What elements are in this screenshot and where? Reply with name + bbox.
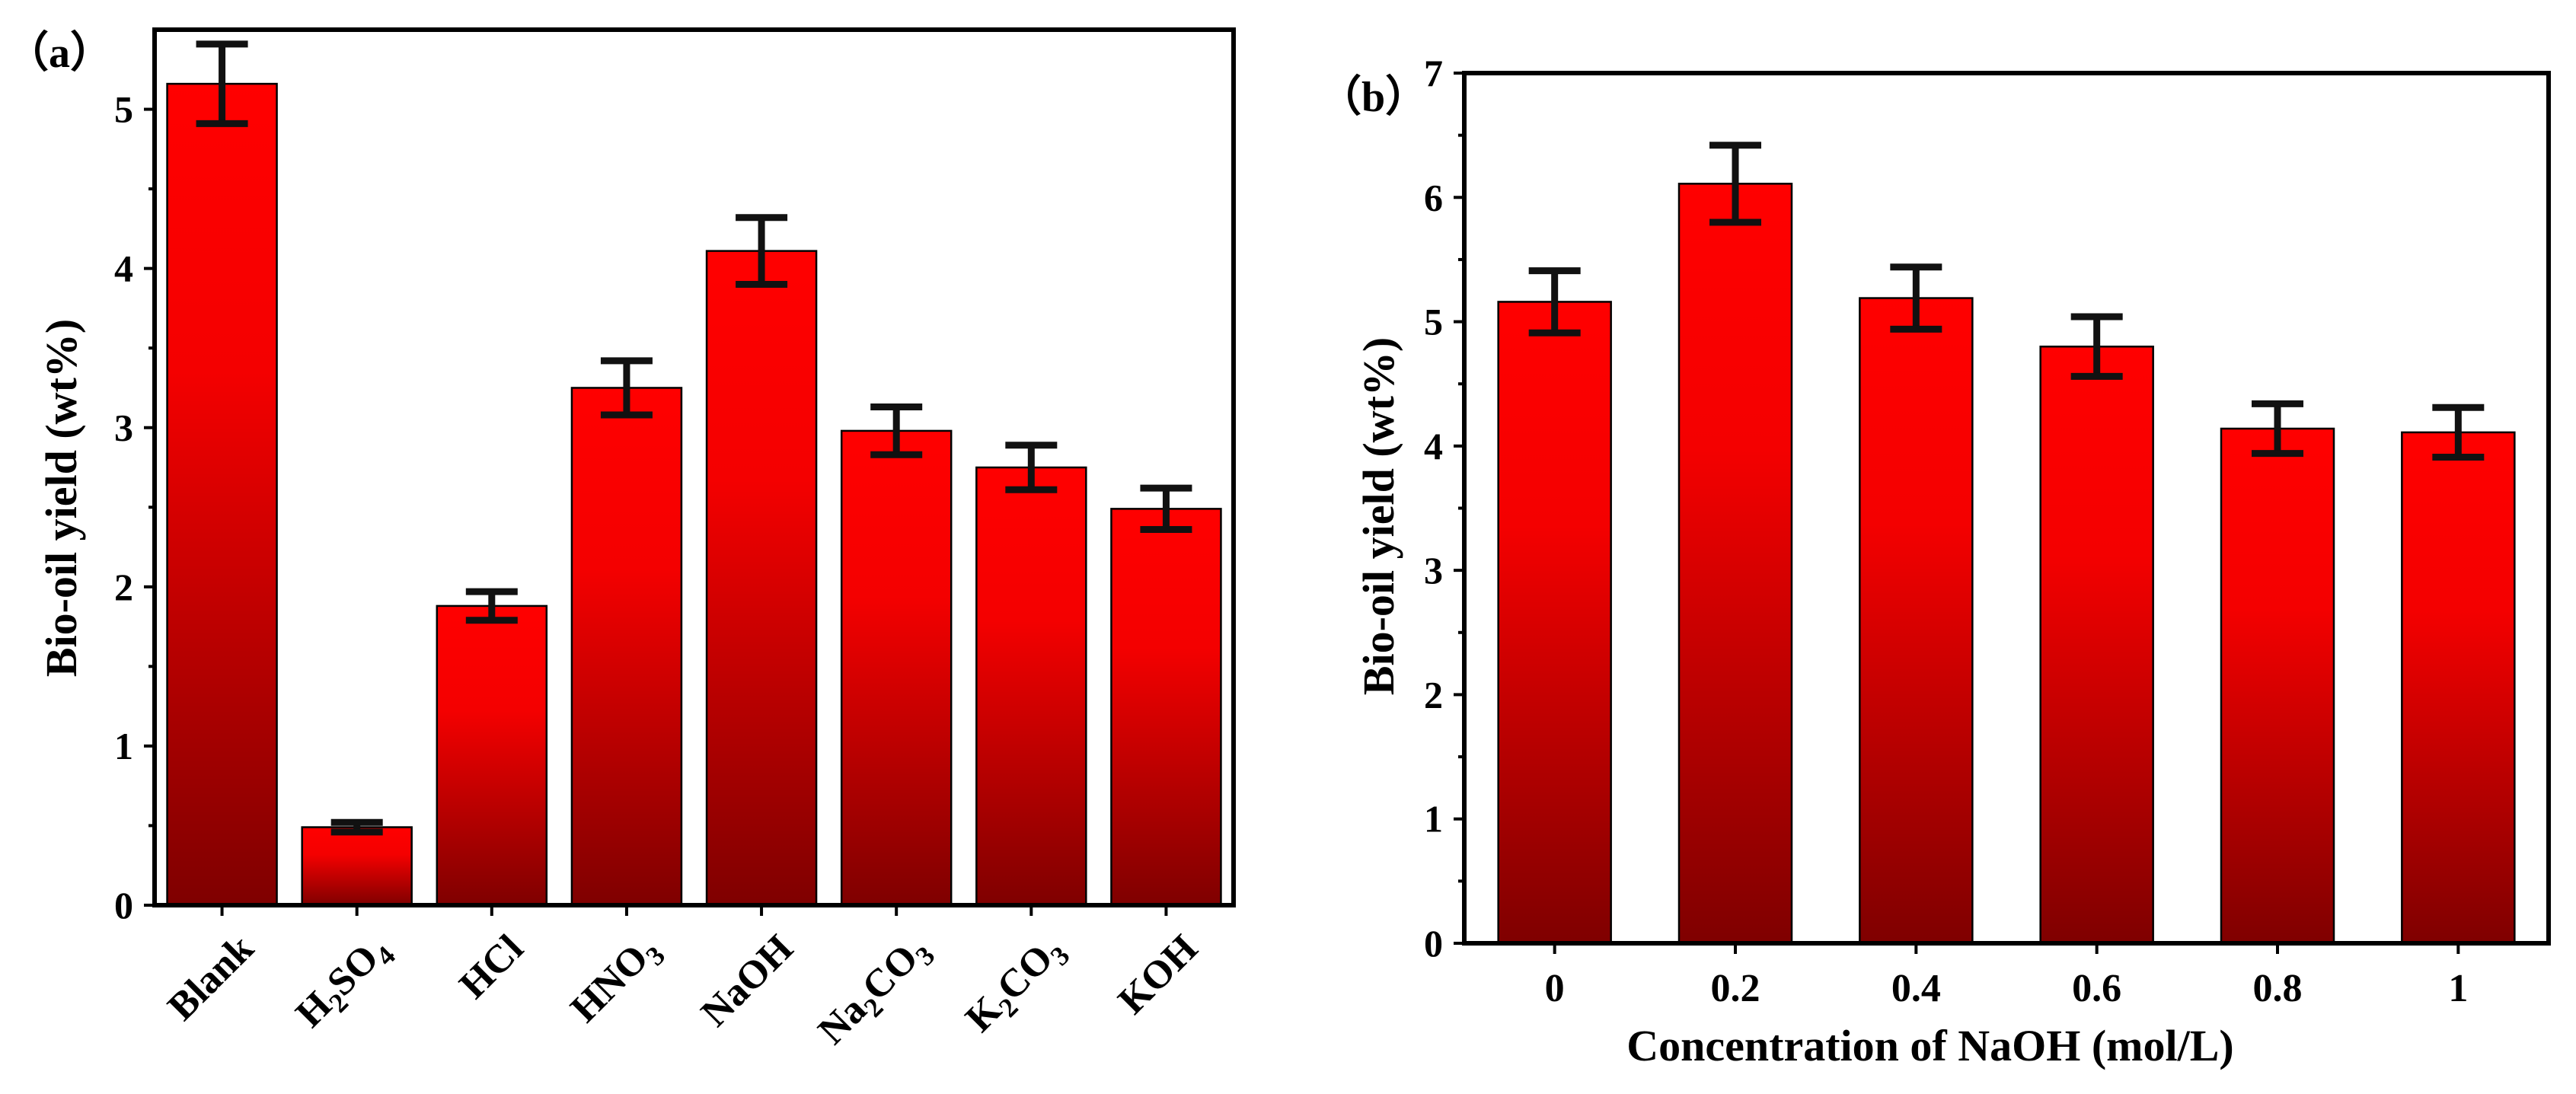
- error-bar-a-h2so4: [330, 818, 383, 836]
- y-axis-a: 0 1 2 3 4 5: [114, 88, 155, 927]
- x-tick-label-a-na2co3: Na2CO3: [810, 927, 941, 1057]
- bar-a-blank: [166, 82, 278, 907]
- y-tick-label-b-5: 5: [1424, 301, 1443, 343]
- bar-series-b: [1497, 142, 2516, 945]
- bar-b-0-4: [1859, 297, 1974, 945]
- bar-b-0-6: [2039, 345, 2154, 945]
- x-tick-label-b-0-8: 0.8: [2253, 967, 2303, 1010]
- y-tick-label-b-4: 4: [1424, 425, 1443, 467]
- error-bar-b-0-4: [1890, 263, 1942, 333]
- y-tick-label-b-7: 7: [1424, 52, 1443, 94]
- x-tick-label-a-hno3: HNO3: [563, 927, 671, 1035]
- y-tick-label-a-4: 4: [114, 247, 133, 290]
- y-tick-label-a-1: 1: [114, 725, 133, 767]
- chart-panel-a: （a） Bio-oil yield (wt%) 0 1 2 3 4 5 Blank H2SO…: [6, 27, 1236, 1057]
- error-bar-b-0-2: [1709, 142, 1761, 226]
- chart-panel-b: （b） Bio-oil yield (wt%) Concentration of…: [1319, 52, 2551, 1070]
- y-tick-label-b-6: 6: [1424, 176, 1443, 218]
- plot-frame-a: [152, 27, 1236, 907]
- bar-b-0: [1497, 301, 1612, 945]
- y-tick-label-a-0: 0: [114, 884, 133, 927]
- error-bar-b-0: [1528, 267, 1581, 336]
- x-tick-label-a-blank: Blank: [160, 927, 262, 1029]
- error-bar-b-0-8: [2252, 400, 2303, 458]
- error-bar-b-0-6: [2070, 313, 2123, 380]
- bar-series-a: [166, 40, 1222, 907]
- error-bar-b-1: [2432, 403, 2485, 461]
- bar-a-hcl: [436, 604, 548, 907]
- y-tick-label-a-5: 5: [114, 88, 133, 131]
- panel-label-a: （a）: [6, 29, 113, 77]
- y-tick-label-b-3: 3: [1424, 549, 1443, 592]
- y-axis-title-b: Bio-oil yield (wt%): [1354, 337, 1403, 695]
- error-bar-a-hcl: [465, 588, 518, 624]
- y-tick-label-b-0: 0: [1424, 922, 1443, 965]
- plot-frame-b: [1462, 71, 2551, 946]
- x-tick-label-a-naoh: NaOH: [693, 927, 801, 1035]
- bar-a-na2co3: [840, 429, 953, 907]
- x-axis-title-b: Concentration of NaOH (mol/L): [1626, 1021, 2233, 1070]
- bar-b-0-2: [1677, 183, 1793, 945]
- x-tick-label-b-0-6: 0.6: [2072, 967, 2121, 1010]
- bar-b-1: [2401, 431, 2516, 945]
- error-bar-a-hno3: [600, 357, 653, 419]
- error-bar-a-naoh: [736, 214, 788, 289]
- bar-b-0-8: [2220, 427, 2335, 945]
- bar-a-naoh: [705, 250, 818, 907]
- bar-a-hno3: [570, 387, 683, 907]
- y-axis-title-a: Bio-oil yield (wt%): [37, 319, 86, 677]
- x-tick-label-a-h2so4: H2SO4: [288, 927, 401, 1040]
- x-tick-label-a-k2co3: K2CO3: [957, 927, 1075, 1045]
- error-bar-a-blank: [196, 40, 248, 127]
- y-axis-b: 0 1 2 3 4 5 6 7: [1424, 52, 1464, 965]
- panel-label-b: （b）: [1319, 73, 1428, 121]
- bar-a-koh: [1110, 508, 1222, 907]
- bar-a-k2co3: [975, 466, 1087, 907]
- x-axis-b: 0 0.2 0.4 0.6 0.8 1: [1545, 943, 2468, 1010]
- x-tick-label-a-koh: KOH: [1110, 927, 1206, 1022]
- y-tick-label-a-2: 2: [114, 566, 133, 608]
- error-bar-a-k2co3: [1005, 442, 1058, 493]
- y-tick-label-a-3: 3: [114, 407, 133, 449]
- y-tick-label-b-2: 2: [1424, 673, 1443, 716]
- y-tick-label-b-1: 1: [1424, 798, 1443, 840]
- x-tick-label-b-0-2: 0.2: [1711, 967, 1760, 1010]
- bar-a-h2so4: [301, 826, 413, 907]
- error-bar-a-na2co3: [870, 403, 923, 458]
- x-tick-label-b-0-4: 0.4: [1891, 967, 1941, 1010]
- x-tick-label-b-1: 1: [2448, 967, 2468, 1010]
- x-tick-label-b-0: 0: [1545, 967, 1565, 1010]
- error-bar-a-koh: [1140, 484, 1192, 534]
- x-tick-label-a-hcl: HCl: [452, 927, 532, 1007]
